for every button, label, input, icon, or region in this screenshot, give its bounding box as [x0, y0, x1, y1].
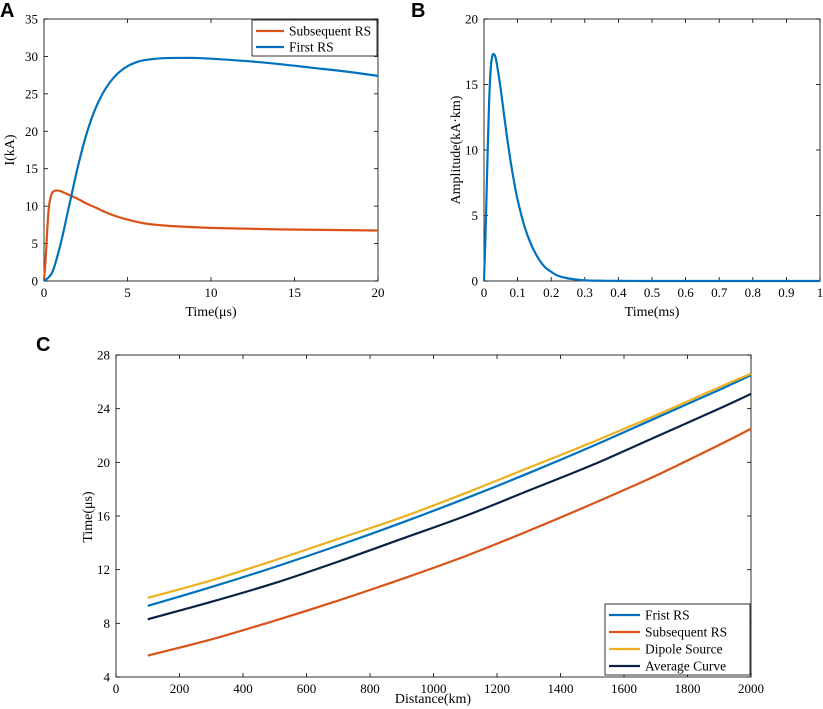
panel-c-ytick-label: 4 [104, 670, 111, 685]
panel-c-xtick-label: 0 [113, 681, 120, 696]
panel-a-ytick-label: 30 [25, 49, 38, 64]
panel-c-xtick-label: 1200 [484, 681, 510, 696]
panel-b-ytick-label: 0 [472, 274, 479, 289]
panel-b-series-amplitude [482, 52, 820, 283]
panel-label-b: B [411, 0, 425, 22]
panel-a-ytick-label: 25 [25, 86, 38, 101]
panel-b-xtick-label: 0.5 [644, 285, 660, 300]
panel-a-ytick-label: 20 [25, 124, 38, 139]
panel-c-xtick-label: 1000 [421, 681, 447, 696]
panel-c-xtick-label: 1800 [675, 681, 701, 696]
panel-a-xtick-label: 0 [41, 285, 48, 300]
panel-b-ytick-label: 5 [472, 208, 479, 223]
panel-b-xtick-label: 0.8 [745, 285, 761, 300]
panel-a-legend-box [251, 19, 378, 57]
legend-label-dipole-source: Dipole Source [645, 642, 723, 657]
panel-c-xlabel: Distance(km) [395, 692, 472, 707]
panel-b-xtick-label: 0.1 [509, 285, 525, 300]
legend-label-frist-rs: Frist RS [645, 608, 690, 623]
panel-c-ytick-label: 8 [104, 616, 111, 631]
panel-c-xtick-label: 2000 [738, 681, 764, 696]
panel-a-ytick-label: 10 [25, 199, 38, 214]
panel-a-xtick-label: 5 [124, 285, 131, 300]
panel-a-legend: Subsequent RS First RS [251, 19, 378, 57]
panel-c-ytick-label: 24 [97, 401, 111, 416]
panel-c-ytick-label: 20 [97, 455, 110, 470]
legend-label-first-rs: First RS [289, 40, 334, 55]
panel-b-axes-box [483, 18, 821, 282]
panel-b-ytick-label: 15 [465, 77, 478, 92]
panel-a-xtick-label: 15 [288, 285, 301, 300]
panel-a-ylabel: I(kA) [3, 134, 18, 165]
panel-b-ylabel: Amplitude(kA·km) [449, 95, 464, 204]
panel-b-ytick-label: 20 [465, 12, 478, 27]
panel-a-ytick-label: 15 [25, 161, 38, 176]
panel-a-ytick-label: 0 [32, 274, 39, 289]
panel-a-ytick-label: 35 [25, 12, 38, 27]
panel-c-series-subsequent-rs [147, 427, 752, 657]
panel-c-xtick-label: 400 [233, 681, 253, 696]
panel-c-xtick-label: 1600 [611, 681, 637, 696]
panel-a-ytick-label: 5 [32, 236, 39, 251]
panel-c-ylabel: Time(μs) [81, 491, 96, 543]
panel-c-xtick-label: 600 [297, 681, 317, 696]
panel-a-xtick-label: 20 [372, 285, 385, 300]
legend-label-subsequent-rs: Subsequent RS [289, 24, 371, 39]
panel-a-chart: 0 5 10 15 20 0 5 10 15 20 25 30 35 Time(μs) I(kA) Su… [3, 12, 385, 321]
panel-a-series-subsequent-rs [42, 189, 379, 282]
panel-b-xtick-label: 0.2 [543, 285, 559, 300]
legend-label-subsequent-rs-c: Subsequent RS [645, 625, 727, 640]
panel-c-chart: 0 200 400 600 800 1000 1200 1400 1600 1800 2000 4 8 1… [81, 348, 764, 708]
panel-c-series-average-curve [147, 392, 752, 621]
panel-b-xtick-label: 0.6 [677, 285, 694, 300]
panel-c-xtick-label: 200 [170, 681, 190, 696]
panel-c-xtick-label: 800 [360, 681, 380, 696]
panel-a-xlabel: Time(μs) [185, 305, 237, 320]
panel-b-xlabel: Time(ms) [625, 305, 680, 320]
panel-label-c: C [36, 334, 50, 356]
panel-c-ytick-label: 12 [97, 562, 110, 577]
panel-b-xtick-label: 0.4 [610, 285, 627, 300]
panel-b-xtick-label: 0.7 [711, 285, 728, 300]
panel-c-legend: Frist RS Subsequent RS Dipole Source Ave… [604, 603, 751, 676]
panel-label-a: A [0, 0, 14, 22]
panel-c-series-frist-rs [147, 374, 752, 607]
panel-a-xtick-label: 10 [205, 285, 218, 300]
panel-c-xtick-label: 1400 [548, 681, 574, 696]
panel-b-xtick-label: 0 [481, 285, 488, 300]
panel-b-xtick-label: 0.3 [577, 285, 593, 300]
legend-label-average-curve: Average Curve [645, 659, 726, 674]
panel-b-xtick-label: 1 [817, 285, 823, 300]
panel-b-ytick-label: 10 [465, 143, 478, 158]
panel-b-xtick-label: 0.9 [778, 285, 794, 300]
panel-c-ytick-label: 28 [97, 348, 110, 363]
panel-c-series-dipole-source [147, 372, 752, 599]
panel-a-series-first-rs [43, 56, 379, 282]
panel-c-ytick-label: 16 [97, 509, 111, 524]
